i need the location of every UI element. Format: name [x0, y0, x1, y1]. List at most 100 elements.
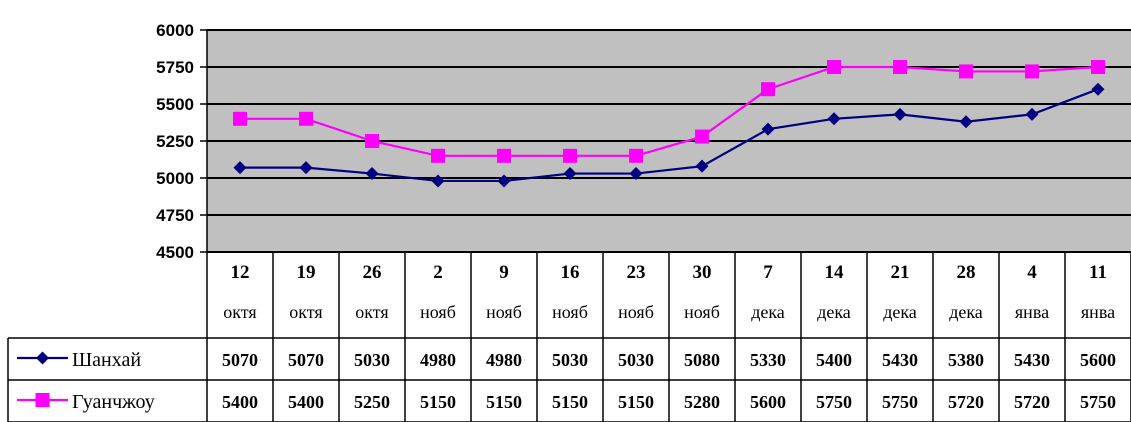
y-tick-label: 5250 [156, 132, 194, 151]
series-1-point [431, 174, 445, 188]
x-tick-label-month: нояб [552, 302, 588, 322]
x-tick-label-day: 7 [763, 262, 773, 283]
x-tick-label-day: 21 [891, 262, 910, 283]
table-cell-value: 5030 [552, 350, 588, 370]
legend-label-series-2: Гуанчжоу [72, 391, 155, 413]
series-2-point [893, 60, 907, 74]
series-2-point [1025, 64, 1039, 79]
series-2-line [240, 65, 1099, 157]
series-1-point [497, 174, 511, 188]
series-1-point [1091, 82, 1105, 96]
table-cell-value: 5250 [354, 392, 390, 412]
series-1-point [299, 161, 313, 175]
x-tick-label-month: дека [949, 302, 983, 322]
table-cell-value: 5150 [618, 392, 654, 412]
y-tick-label: 4750 [156, 206, 194, 225]
x-tick-label-day: 26 [363, 262, 382, 283]
x-tick-label-month: нояб [486, 302, 522, 322]
x-tick-label-month: октя [355, 302, 388, 322]
x-tick-label-day: 9 [499, 262, 509, 283]
table-cell-value: 5600 [1080, 350, 1116, 370]
table-cell-value: 5400 [816, 350, 852, 370]
series-2-point [629, 148, 643, 163]
table-cell-value: 5750 [882, 392, 918, 412]
series-1-point [233, 161, 247, 175]
x-tick-label-day: 12 [231, 262, 250, 283]
table-cell-value: 5070 [222, 350, 258, 370]
series-2-point [1091, 60, 1105, 74]
series-2-point [827, 60, 841, 74]
x-tick-label-month: нояб [618, 302, 654, 322]
x-tick-label-day: 23 [627, 262, 646, 283]
x-tick-label-month: дека [883, 302, 917, 322]
x-tick-label-month: октя [223, 302, 256, 322]
gridlines [200, 29, 1131, 253]
x-tick-label-day: 2 [433, 262, 443, 283]
table-cell-value: 5030 [354, 350, 390, 370]
x-tick-label-day: 14 [825, 262, 845, 283]
x-tick-label-month: нояб [420, 302, 456, 322]
series-1-point [827, 112, 841, 126]
series-1-point [629, 167, 643, 181]
table-cell-value: 5600 [750, 392, 786, 412]
table-cell-value: 5150 [552, 392, 588, 412]
legend-key-marker [36, 351, 49, 365]
table-cell-value: 5380 [948, 350, 984, 370]
x-tick-label-day: 19 [297, 262, 316, 283]
series-1-point [365, 167, 379, 181]
table-cell-value: 5070 [288, 350, 324, 370]
series-1-point [563, 167, 577, 181]
table-cell-value: 5280 [684, 392, 720, 412]
legend-label-series-1: Шанхай [72, 349, 141, 371]
data-table: 12 октя 19 октя 26 октя 2 нояб 9 нояб 16 нояб 23 нояб… [7, 251, 1131, 422]
table-cell-value: 5750 [1080, 392, 1116, 412]
table-cell-value: 4980 [420, 350, 456, 370]
y-tick-label: 6000 [156, 21, 194, 40]
table-cell-value: 5720 [948, 392, 984, 412]
x-tick-label-day: 30 [693, 262, 712, 283]
series-2-point [497, 148, 511, 163]
y-tick-label: 5000 [156, 169, 194, 188]
series-lines [233, 60, 1105, 188]
x-tick-label-day: 11 [1089, 262, 1107, 283]
x-tick-label-day: 28 [957, 262, 976, 283]
table-cell-value: 5400 [222, 392, 258, 412]
legend-key-marker [35, 393, 50, 407]
y-axis-tick-labels: 6000 5750 5500 5250 5000 4750 4500 [156, 21, 194, 262]
table-cell-value: 5150 [486, 392, 522, 412]
series-2-point [233, 111, 247, 126]
table-cell-value: 5400 [288, 392, 324, 412]
x-tick-label-month: дека [751, 302, 785, 322]
x-tick-label-month: янва [1081, 302, 1115, 322]
series-2-point [299, 111, 313, 126]
series-1-point [761, 122, 775, 136]
table-cell-value: 5430 [882, 350, 918, 370]
series-2-point [431, 148, 445, 163]
table-cell-value: 5080 [684, 350, 720, 370]
series-1-point [959, 115, 973, 129]
series-1-line [240, 88, 1099, 183]
x-tick-label-day: 16 [561, 262, 580, 283]
x-tick-label-day: 4 [1027, 262, 1037, 283]
series-2-point [695, 129, 709, 144]
table-cell-value: 4980 [486, 350, 522, 370]
series-2-point [761, 82, 775, 97]
table-cell-value: 5430 [1014, 350, 1050, 370]
table-cell-value: 5330 [750, 350, 786, 370]
series-2-point [563, 148, 577, 163]
y-tick-label: 5500 [156, 95, 194, 114]
series-2-point [365, 134, 379, 148]
series-1-point [1025, 107, 1039, 121]
x-tick-label-month: октя [289, 302, 322, 322]
series-2-point [959, 64, 973, 79]
table-cell-value: 5150 [420, 392, 456, 412]
table-cell-value: 5720 [1014, 392, 1050, 412]
y-tick-label: 5750 [156, 58, 194, 77]
series-1-point [695, 159, 709, 173]
x-tick-label-month: нояб [684, 302, 720, 322]
x-tick-label-month: дека [817, 302, 851, 322]
x-tick-label-month: янва [1015, 302, 1049, 322]
table-cell-value: 5030 [618, 350, 654, 370]
table-cell-value: 5750 [816, 392, 852, 412]
